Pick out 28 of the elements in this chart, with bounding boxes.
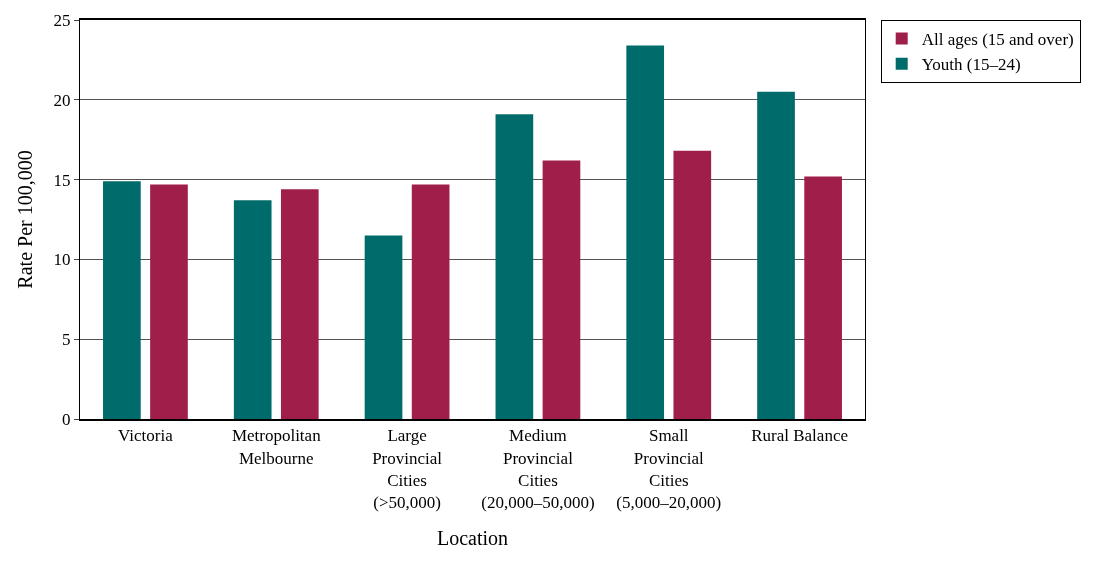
bar bbox=[411, 184, 450, 419]
bar bbox=[626, 45, 665, 419]
y-tick-label: 15 bbox=[53, 170, 71, 190]
x-tick-label: Metropolitan Melbourne bbox=[231, 426, 322, 468]
y-axis-title: Rate Per 100,000 bbox=[14, 150, 37, 289]
y-tick-label: 0 bbox=[62, 409, 71, 429]
bar bbox=[673, 150, 712, 419]
x-tick-label: Medium Provincial Cities (20,000–50,000) bbox=[481, 426, 595, 512]
y-tick-label: 20 bbox=[53, 90, 71, 110]
x-axis-title: Location bbox=[436, 526, 509, 549]
legend-label: Youth (15–24) bbox=[921, 55, 1021, 75]
bar bbox=[542, 160, 581, 419]
x-tick-label: Victoria bbox=[118, 426, 174, 446]
bar bbox=[233, 200, 272, 419]
bar bbox=[495, 114, 534, 419]
x-tick-label: Rural Balance bbox=[751, 426, 848, 446]
bar bbox=[280, 189, 319, 419]
x-tick-label: Small Provincial Cities (5,000–20,000) bbox=[616, 426, 722, 512]
y-tick-label: 5 bbox=[62, 330, 71, 350]
y-tick-label: 25 bbox=[53, 10, 71, 30]
x-tick-label: Large Provincial Cities (>50,000) bbox=[372, 426, 443, 512]
y-tick-label: 10 bbox=[53, 250, 71, 270]
legend-label: All ages (15 and over) bbox=[921, 30, 1074, 50]
bar bbox=[103, 181, 141, 419]
bar bbox=[804, 176, 842, 419]
bar bbox=[150, 184, 188, 419]
bar bbox=[757, 91, 795, 419]
bar bbox=[364, 235, 403, 419]
